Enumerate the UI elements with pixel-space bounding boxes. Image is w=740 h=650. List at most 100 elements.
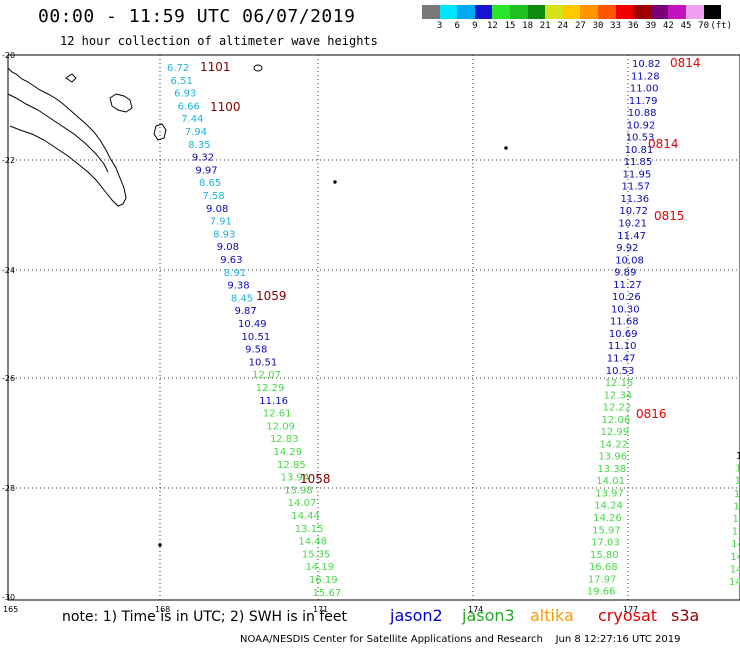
scale-swatch	[615, 5, 634, 19]
wave-height-west: 16.19	[309, 575, 338, 586]
scale-label: 42	[662, 21, 674, 31]
wave-height-east: 10.88	[628, 108, 657, 119]
scale-swatch	[545, 5, 563, 19]
wave-height-east: 10.72	[619, 206, 648, 217]
scale-label: 36	[627, 21, 639, 31]
longitude-label: 165	[3, 605, 18, 614]
wave-height-edge: 14.03	[731, 539, 740, 550]
wave-height-east: 10.81	[625, 145, 654, 156]
wave-height-east: 11.47	[617, 231, 646, 242]
scale-label: 24	[557, 21, 569, 31]
wave-height-east: 11.47	[607, 353, 636, 364]
scale-swatch	[492, 5, 510, 19]
wave-height-east: 10.92	[627, 120, 656, 131]
wave-height-west: 9.97	[195, 165, 217, 176]
color-scale-labels: 3 6 9 12 15 18 21 24 27 30 33 36 39 42 45 70 (ft)	[422, 21, 738, 33]
altimeter-tracks: 6.72 6.51 6.936.66 7.44 7.94 8.35 9.329.97 8.65…	[167, 56, 740, 599]
wave-height-east: 17.03	[591, 538, 620, 549]
pass-time-label: 1059	[256, 289, 287, 303]
wave-height-edge: 13.4	[733, 514, 740, 525]
scale-swatch	[562, 5, 581, 19]
wave-height-edge: 14.96	[730, 564, 740, 575]
scale-swatch	[668, 5, 686, 19]
map-subtitle: 12 hour collection of altimeter wave hei…	[60, 34, 378, 48]
wave-height-west: 7.58	[203, 191, 225, 202]
scale-label: 21	[539, 21, 551, 31]
wave-height-east: 9.89	[614, 268, 636, 279]
wave-height-east: 19.66	[587, 587, 616, 598]
latitude-label: -20	[2, 51, 15, 60]
wave-height-east: 10.26	[612, 292, 641, 303]
scale-label: 6	[454, 21, 460, 31]
wave-height-east: 14.01	[596, 476, 625, 487]
pass-time-label: 0814	[648, 137, 679, 151]
wave-height-west: 9.63	[220, 255, 242, 266]
scale-label: 27	[574, 21, 586, 31]
wave-height-east: 10.69	[609, 329, 638, 340]
scale-swatch	[685, 5, 704, 19]
wave-height-edge: 12	[735, 464, 740, 475]
scale-label: 33	[610, 21, 622, 31]
scale-label: 70	[698, 21, 710, 31]
wave-height-west: 12.29	[256, 383, 285, 394]
wave-height-east: 17.97	[588, 574, 617, 585]
mission-jason2: jason2	[390, 606, 443, 625]
mission-jason3: jason3	[462, 606, 515, 625]
wave-height-east: 11.36	[620, 194, 649, 205]
wave-height-east: 11.95	[623, 169, 652, 180]
wave-height-west: 7.91	[210, 217, 232, 228]
wave-height-east: 10.82	[632, 59, 661, 70]
wave-height-west: 8.65	[199, 178, 221, 189]
wave-height-west: 8.35	[188, 140, 210, 151]
new-caledonia-coastline	[7, 64, 508, 547]
wave-height-east: 10.21	[618, 219, 647, 230]
wave-height-east: 11.57	[622, 182, 651, 193]
pass-time-label: 1101	[200, 60, 231, 74]
wave-height-east: 13.96	[598, 452, 627, 463]
footer-credit: NOAA/NESDIS Center for Satellite Applica…	[240, 634, 680, 645]
longitude-label: 174	[468, 605, 483, 614]
pass-time-label: 0816	[636, 407, 667, 421]
mission-altika: altika	[530, 606, 574, 625]
wave-height-west: 10.49	[238, 319, 267, 330]
units-note: note: 1) Time is in UTC; 2) SWH is in fe…	[62, 609, 348, 625]
wave-height-east: 12.34	[604, 390, 633, 401]
scale-label: 15	[504, 21, 516, 31]
wave-height-east: 11.85	[624, 157, 653, 168]
wave-height-west: 9.32	[192, 153, 214, 164]
scale-swatch	[509, 5, 528, 19]
wave-height-west: 15.67	[313, 588, 342, 599]
wave-height-edge: 13.	[734, 489, 740, 500]
wave-height-west: 9.08	[206, 204, 228, 215]
wave-height-west: 9.08	[217, 242, 239, 253]
wave-height-west: 12.61	[263, 409, 292, 420]
scale-swatch	[422, 5, 440, 19]
scale-swatch	[474, 5, 493, 19]
scale-label: 30	[592, 21, 604, 31]
mission-s3a: s3a	[671, 606, 700, 625]
footer-timestamp: Jun 8 12:27:16 UTC 2019	[555, 634, 681, 645]
wave-height-west: 12.83	[270, 434, 299, 445]
scale-swatch	[633, 5, 651, 19]
wave-height-east: 14.22	[599, 439, 628, 450]
wave-height-west: 9.87	[234, 306, 256, 317]
scale-label: 18	[522, 21, 534, 31]
wave-height-east: 10.53	[606, 366, 635, 377]
wave-height-west: 14.48	[298, 537, 327, 548]
wave-height-west: 14.07	[288, 498, 317, 509]
wave-height-east: 11.68	[610, 317, 639, 328]
wave-height-edge: 13.14	[732, 527, 740, 538]
wave-height-east: 15.80	[590, 550, 619, 561]
scale-label: 39	[645, 21, 657, 31]
wave-height-edge: 12	[735, 476, 740, 487]
wave-height-west: 7.44	[181, 114, 203, 125]
wave-height-west: 11.16	[259, 396, 288, 407]
wave-height-east: 11.28	[631, 71, 660, 82]
wave-height-west: 12.85	[277, 460, 306, 471]
wave-height-west: 14.44	[291, 511, 320, 522]
wave-height-west: 13.98	[284, 485, 313, 496]
wave-height-east: 12.15	[605, 378, 634, 389]
wave-height-east: 11.27	[613, 280, 642, 291]
wave-height-west: 12.09	[266, 421, 295, 432]
wave-height-east: 11.79	[629, 96, 658, 107]
